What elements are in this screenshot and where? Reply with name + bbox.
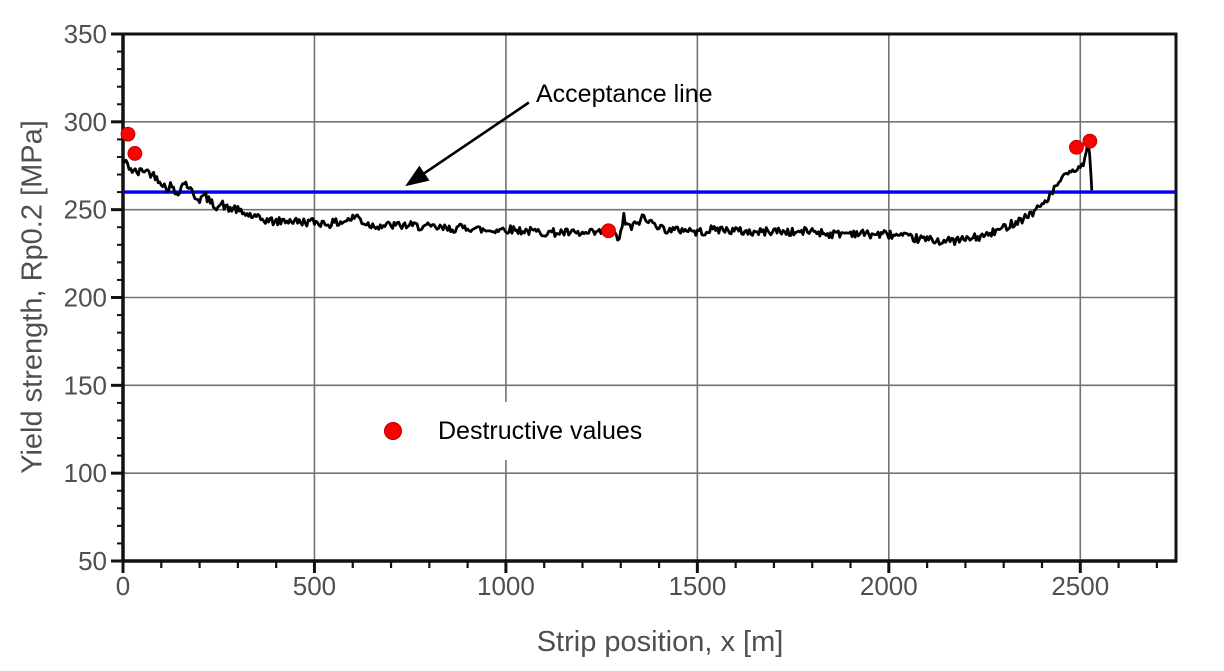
legend: Destructive values [362,402,692,460]
annotation-arrow [405,101,530,187]
y-tick-label: 150 [64,370,107,400]
x-tick-label: 0 [116,571,130,601]
y-tick-label: 50 [78,546,107,576]
y-tick-label: 250 [64,195,107,225]
x-tick-label: 2500 [1051,571,1109,601]
y-axis-title: Yield strength, Rp0.2 [MPa] [16,120,49,474]
destructive-value-point [120,126,136,142]
destructive-value-point [1082,133,1098,149]
y-tick-label: 100 [64,458,107,488]
destructive-value-point [1069,139,1084,155]
x-tick-label: 1000 [477,571,535,601]
x-tick-label: 2000 [860,571,918,601]
y-tick-label: 350 [64,19,107,49]
x-tick-label: 500 [293,571,336,601]
legend-label: Destructive values [438,416,643,445]
y-tick-label: 200 [64,283,107,313]
x-axis-title: Strip position, x [m] [536,626,784,658]
destructive-value-point [601,223,616,239]
y-tick-label: 300 [64,107,107,137]
destructive-value-point [127,146,143,161]
x-tick-label: 1500 [668,571,726,601]
acceptance-line-annotation: Acceptance line [536,80,713,108]
destructive-values-marker-icon [384,422,402,440]
